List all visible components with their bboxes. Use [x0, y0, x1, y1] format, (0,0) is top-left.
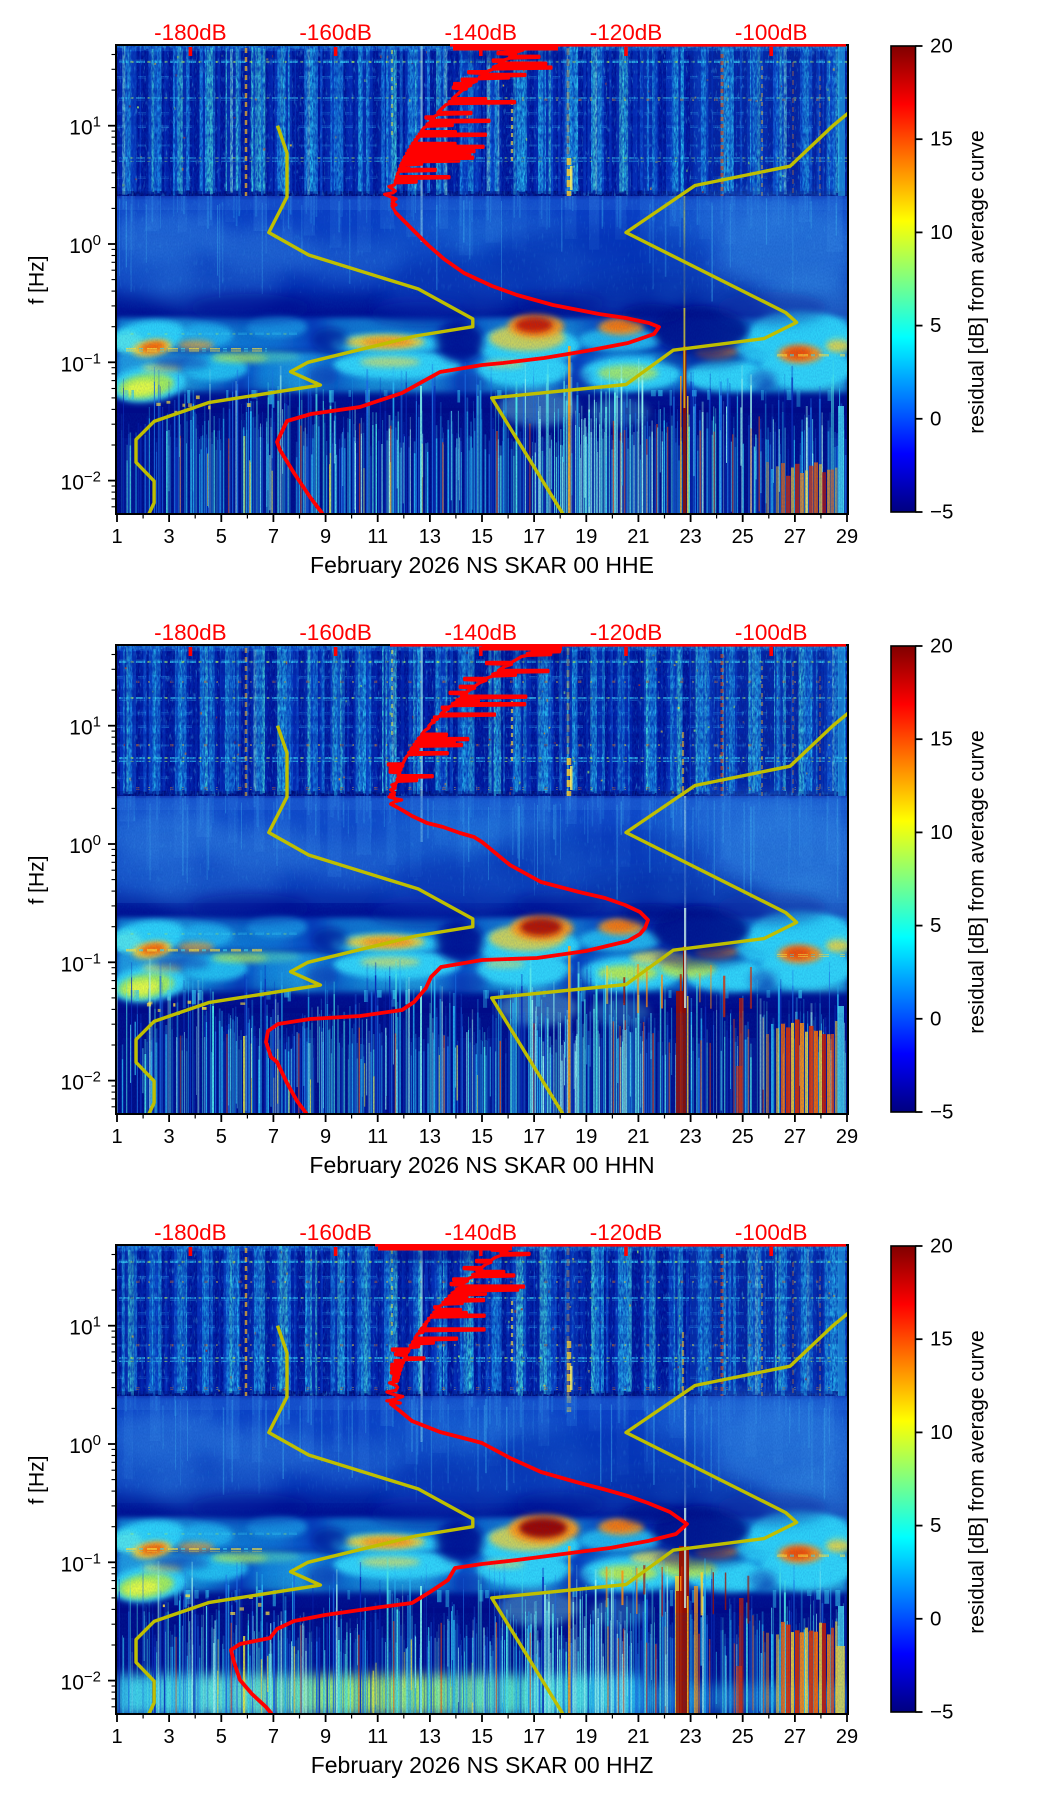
svg-text:9: 9 — [320, 1126, 331, 1148]
svg-text:10: 10 — [930, 821, 953, 844]
svg-text:0: 0 — [930, 407, 941, 430]
svg-text:0: 0 — [930, 1607, 941, 1630]
svg-text:21: 21 — [627, 1126, 649, 1148]
svg-text:11: 11 — [367, 1726, 388, 1748]
svg-text:101: 101 — [69, 714, 101, 740]
svg-text:21: 21 — [627, 1726, 649, 1748]
svg-text:f [Hz]: f [Hz] — [26, 255, 49, 304]
svg-text:f [Hz]: f [Hz] — [26, 855, 49, 904]
svg-text:10−1: 10−1 — [61, 1550, 101, 1576]
svg-text:10−2: 10−2 — [61, 469, 101, 495]
svg-text:−5: −5 — [930, 501, 953, 524]
svg-text:25: 25 — [732, 526, 754, 548]
svg-text:-100dB: -100dB — [735, 1220, 808, 1245]
svg-text:-100dB: -100dB — [735, 620, 808, 645]
svg-text:25: 25 — [732, 1726, 754, 1748]
svg-text:1: 1 — [111, 526, 122, 548]
svg-text:5: 5 — [930, 1514, 941, 1537]
svg-text:5: 5 — [216, 1126, 227, 1148]
svg-text:-140dB: -140dB — [445, 20, 518, 45]
svg-text:27: 27 — [784, 1126, 806, 1148]
svg-text:10−2: 10−2 — [61, 1669, 101, 1695]
svg-text:10: 10 — [930, 1421, 953, 1444]
svg-text:-180dB: -180dB — [154, 20, 227, 45]
svg-text:100: 100 — [69, 232, 101, 258]
svg-text:−5: −5 — [930, 1101, 953, 1124]
svg-text:23: 23 — [679, 1726, 701, 1748]
svg-text:17: 17 — [523, 1126, 545, 1148]
svg-text:5: 5 — [930, 914, 941, 937]
svg-text:-120dB: -120dB — [590, 620, 663, 645]
svg-text:15: 15 — [930, 128, 953, 151]
svg-text:10−2: 10−2 — [61, 1069, 101, 1095]
svg-text:-180dB: -180dB — [154, 620, 227, 645]
svg-text:100: 100 — [69, 832, 101, 858]
svg-text:-100dB: -100dB — [735, 20, 808, 45]
svg-text:February 2026 NS SKAR 00 HHZ: February 2026 NS SKAR 00 HHZ — [311, 1752, 654, 1778]
svg-text:19: 19 — [575, 1726, 597, 1748]
svg-text:7: 7 — [268, 1726, 279, 1748]
svg-text:-120dB: -120dB — [590, 20, 663, 45]
svg-text:3: 3 — [164, 526, 175, 548]
svg-text:13: 13 — [419, 526, 441, 548]
svg-text:23: 23 — [679, 526, 701, 548]
svg-text:10: 10 — [930, 221, 953, 244]
svg-text:9: 9 — [320, 1726, 331, 1748]
svg-text:15: 15 — [930, 1328, 953, 1351]
svg-text:10−1: 10−1 — [61, 950, 101, 976]
svg-text:19: 19 — [575, 526, 597, 548]
svg-text:-180dB: -180dB — [154, 1220, 227, 1245]
svg-text:27: 27 — [784, 1726, 806, 1748]
svg-text:101: 101 — [69, 1314, 101, 1340]
svg-text:15: 15 — [471, 526, 493, 548]
svg-text:29: 29 — [836, 1726, 858, 1748]
svg-text:February 2026 NS SKAR 00 HHN: February 2026 NS SKAR 00 HHN — [309, 1152, 654, 1178]
svg-text:-140dB: -140dB — [445, 1220, 518, 1245]
svg-text:February 2026 NS SKAR 00 HHE: February 2026 NS SKAR 00 HHE — [310, 552, 654, 578]
svg-text:25: 25 — [732, 1126, 754, 1148]
svg-text:20: 20 — [930, 635, 953, 658]
svg-text:29: 29 — [836, 1126, 858, 1148]
svg-text:29: 29 — [836, 526, 858, 548]
svg-text:-160dB: -160dB — [299, 620, 372, 645]
svg-text:20: 20 — [930, 35, 953, 58]
svg-text:27: 27 — [784, 526, 806, 548]
svg-text:−5: −5 — [930, 1701, 953, 1724]
svg-text:15: 15 — [471, 1726, 493, 1748]
svg-text:17: 17 — [523, 526, 545, 548]
svg-text:10−1: 10−1 — [61, 350, 101, 376]
svg-text:0: 0 — [930, 1007, 941, 1030]
svg-text:7: 7 — [268, 526, 279, 548]
svg-text:15: 15 — [930, 728, 953, 751]
svg-text:5: 5 — [930, 314, 941, 337]
svg-text:20: 20 — [930, 1235, 953, 1258]
svg-text:11: 11 — [367, 526, 388, 548]
svg-text:101: 101 — [69, 114, 101, 140]
svg-text:-160dB: -160dB — [299, 1220, 372, 1245]
svg-text:17: 17 — [523, 1726, 545, 1748]
svg-text:residual [dB] from average cur: residual [dB] from average curve — [966, 130, 989, 433]
svg-text:13: 13 — [419, 1126, 441, 1148]
svg-text:5: 5 — [216, 526, 227, 548]
svg-text:19: 19 — [575, 1126, 597, 1148]
svg-text:residual [dB] from average cur: residual [dB] from average curve — [966, 730, 989, 1033]
svg-text:-140dB: -140dB — [445, 620, 518, 645]
svg-text:21: 21 — [627, 526, 649, 548]
svg-text:residual [dB] from average cur: residual [dB] from average curve — [966, 1330, 989, 1633]
svg-text:3: 3 — [164, 1726, 175, 1748]
svg-text:9: 9 — [320, 526, 331, 548]
svg-text:15: 15 — [471, 1126, 493, 1148]
svg-text:1: 1 — [111, 1126, 122, 1148]
svg-text:11: 11 — [367, 1126, 388, 1148]
svg-text:100: 100 — [69, 1432, 101, 1458]
svg-text:f [Hz]: f [Hz] — [26, 1455, 49, 1504]
svg-text:23: 23 — [679, 1126, 701, 1148]
svg-text:-120dB: -120dB — [590, 1220, 663, 1245]
svg-text:1: 1 — [111, 1726, 122, 1748]
svg-text:7: 7 — [268, 1126, 279, 1148]
svg-text:-160dB: -160dB — [299, 20, 372, 45]
svg-text:5: 5 — [216, 1726, 227, 1748]
svg-text:13: 13 — [419, 1726, 441, 1748]
svg-text:3: 3 — [164, 1126, 175, 1148]
